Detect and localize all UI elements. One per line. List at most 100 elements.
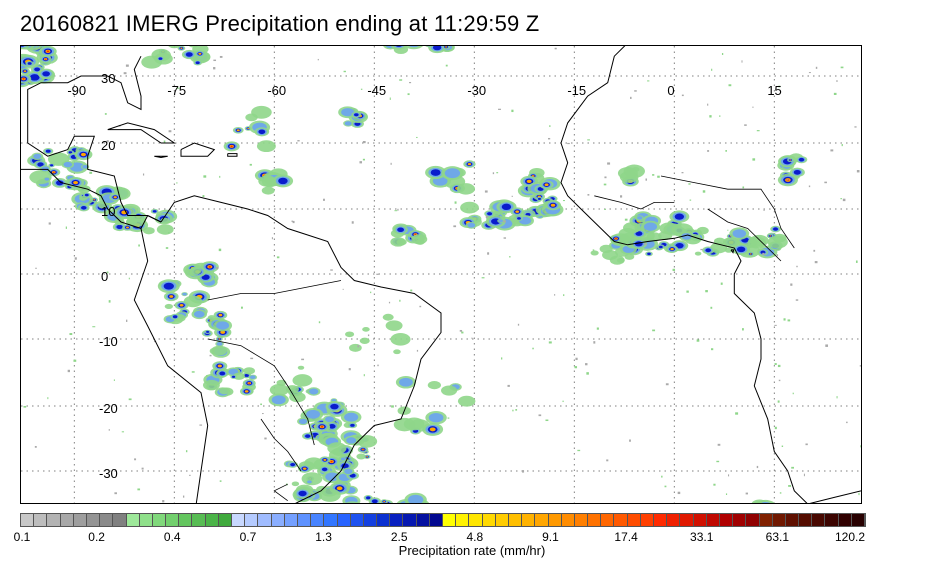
rain-speck bbox=[114, 492, 117, 495]
rain-speck bbox=[89, 171, 93, 174]
colorbar-units-label: Precipitation rate (mm/hr) bbox=[398, 543, 546, 558]
rain-cell bbox=[694, 251, 702, 256]
rain-cell bbox=[623, 222, 641, 234]
rain-speck bbox=[774, 324, 777, 326]
colorbar-swatch bbox=[508, 514, 523, 526]
rain-cell bbox=[770, 225, 781, 233]
colorbar-swatch bbox=[680, 514, 694, 526]
colorbar-swatch bbox=[205, 514, 219, 526]
rain-cell bbox=[395, 375, 416, 389]
rain-speck bbox=[471, 337, 473, 339]
rain-cell bbox=[795, 156, 808, 164]
rain-cell bbox=[404, 46, 424, 50]
rain-speck bbox=[854, 126, 857, 128]
colorbar-swatch bbox=[785, 514, 800, 526]
colorbar-swatch bbox=[390, 514, 404, 526]
rain-speck bbox=[833, 92, 837, 95]
rain-speck bbox=[199, 424, 203, 426]
longitude-label: -90 bbox=[67, 83, 87, 98]
rain-speck bbox=[752, 158, 756, 161]
rain-speck bbox=[717, 443, 721, 446]
rain-speck bbox=[276, 256, 280, 259]
colorbar-swatch bbox=[363, 514, 378, 526]
colorbar-swatch bbox=[218, 514, 232, 526]
rain-speck bbox=[725, 493, 728, 495]
rain-speck bbox=[209, 354, 212, 357]
rain-cell bbox=[403, 417, 425, 431]
rain-speck bbox=[836, 80, 838, 82]
rain-cell bbox=[396, 238, 407, 246]
rain-speck bbox=[727, 229, 729, 231]
rain-speck bbox=[399, 299, 401, 302]
rain-cell bbox=[623, 164, 645, 178]
rain-speck bbox=[48, 222, 51, 225]
rain-speck bbox=[792, 392, 794, 395]
rain-speck bbox=[517, 323, 520, 326]
colorbar-swatch bbox=[640, 514, 654, 526]
rain-speck bbox=[142, 173, 145, 176]
rain-speck bbox=[607, 162, 611, 165]
rain-speck bbox=[376, 273, 379, 275]
rain-speck bbox=[548, 341, 552, 344]
rain-cell bbox=[359, 337, 370, 344]
coastline bbox=[227, 153, 238, 157]
rain-speck bbox=[824, 181, 827, 184]
rain-speck bbox=[35, 267, 37, 269]
rain-speck bbox=[788, 485, 792, 487]
precipitation-field bbox=[21, 46, 861, 503]
colorbar-swatch bbox=[337, 514, 351, 526]
rain-speck bbox=[445, 64, 448, 67]
colorbar-swatch bbox=[825, 514, 839, 526]
rain-speck bbox=[106, 140, 109, 143]
rain-speck bbox=[554, 47, 557, 50]
rain-cell bbox=[356, 453, 366, 460]
rain-speck bbox=[73, 359, 77, 362]
rain-speck bbox=[762, 252, 765, 256]
rain-cell bbox=[696, 226, 709, 235]
rain-cell bbox=[204, 329, 211, 334]
rain-speck bbox=[23, 405, 27, 408]
rain-speck bbox=[779, 492, 782, 494]
rain-speck bbox=[76, 158, 78, 160]
rain-cell bbox=[539, 180, 554, 190]
rain-speck bbox=[362, 141, 366, 144]
rain-cell bbox=[669, 210, 690, 223]
rain-cell bbox=[168, 46, 181, 49]
rain-cell bbox=[463, 160, 476, 168]
rain-speck bbox=[357, 345, 360, 348]
colorbar-swatch bbox=[443, 514, 457, 526]
rain-cell bbox=[31, 152, 44, 161]
rain-speck bbox=[407, 93, 410, 96]
colorbar-swatch bbox=[667, 514, 681, 526]
rain-cell bbox=[428, 46, 447, 54]
colorbar-swatch bbox=[86, 514, 101, 526]
rain-cell bbox=[202, 379, 220, 391]
colorbar-swatch bbox=[456, 514, 470, 526]
rain-speck bbox=[67, 369, 70, 373]
rain-speck bbox=[125, 64, 129, 67]
rain-cell bbox=[753, 501, 762, 503]
rain-speck bbox=[168, 130, 172, 133]
coastline bbox=[107, 122, 176, 144]
rain-cell bbox=[297, 417, 309, 426]
rain-speck bbox=[123, 72, 127, 75]
rain-speck bbox=[630, 96, 632, 99]
rain-cell bbox=[79, 195, 87, 201]
rain-speck bbox=[756, 465, 759, 469]
rain-speck bbox=[249, 163, 252, 166]
rain-speck bbox=[74, 257, 77, 260]
rain-speck bbox=[213, 59, 217, 62]
rain-cell bbox=[385, 320, 403, 331]
colorbar-swatch bbox=[654, 514, 668, 526]
rain-speck bbox=[796, 265, 798, 268]
rain-speck bbox=[318, 321, 321, 324]
rain-cell bbox=[77, 204, 90, 212]
rain-speck bbox=[700, 248, 703, 251]
rain-speck bbox=[846, 421, 848, 424]
rain-cell bbox=[150, 208, 159, 214]
lat-lon-grid bbox=[21, 46, 861, 503]
rain-speck bbox=[713, 483, 716, 486]
rain-cell bbox=[156, 224, 174, 235]
rain-speck bbox=[213, 67, 216, 70]
rain-cell bbox=[156, 56, 165, 62]
